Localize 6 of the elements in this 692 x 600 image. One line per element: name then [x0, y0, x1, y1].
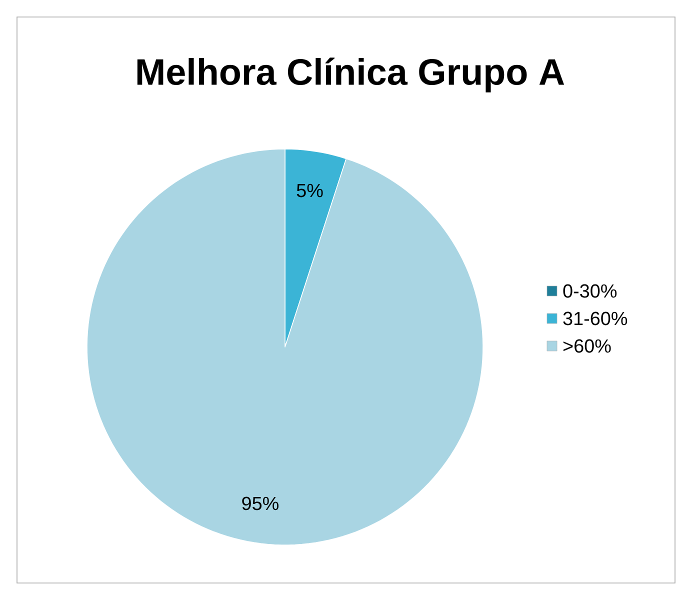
legend-label: 31-60%	[563, 312, 628, 326]
data-label: 5%	[296, 184, 323, 198]
legend-label: >60%	[563, 339, 611, 353]
legend-label: 0-30%	[563, 284, 617, 298]
data-label: 95%	[242, 496, 278, 510]
chart-title: Melhora Clínica Grupo A	[137, 58, 564, 92]
